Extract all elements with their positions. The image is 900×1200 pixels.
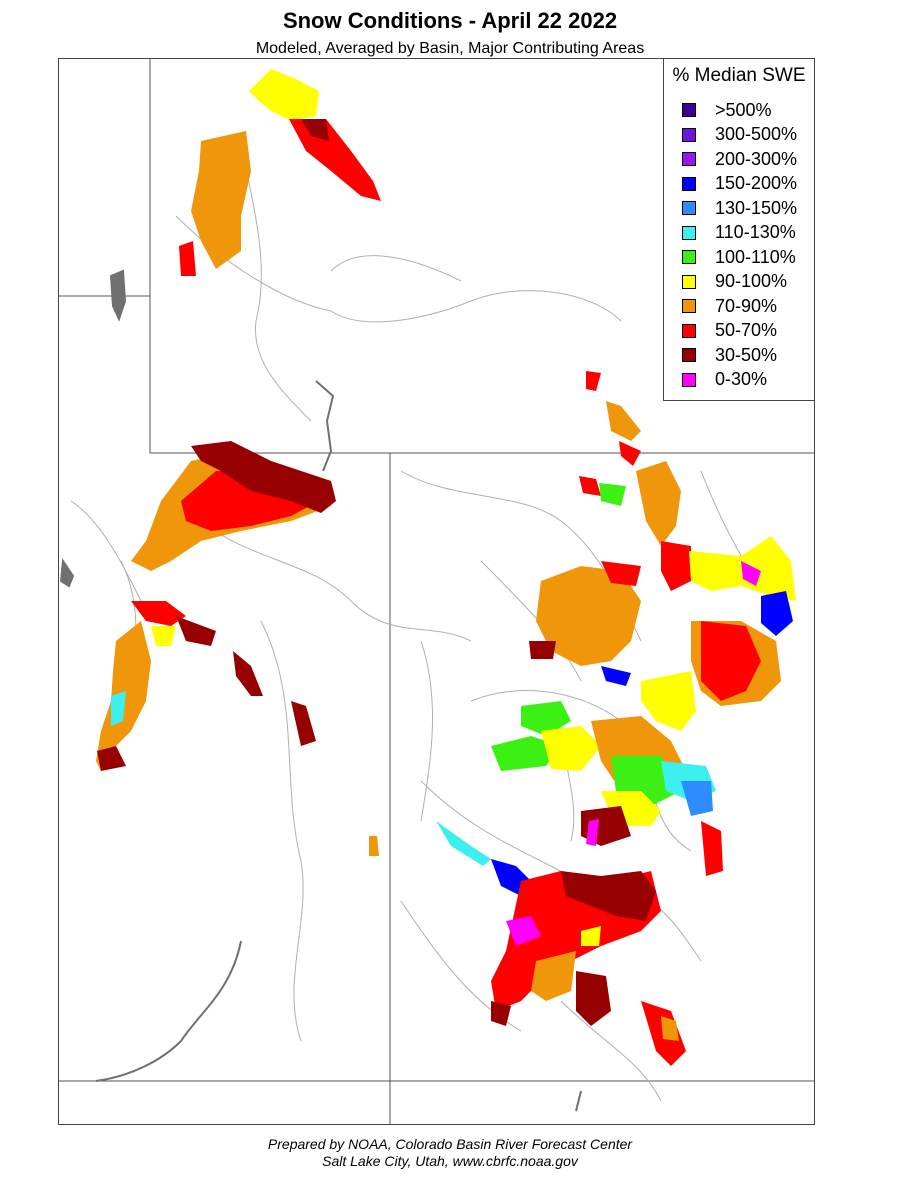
area-30-50 bbox=[561, 871, 656, 921]
area-50-70 bbox=[619, 441, 641, 466]
legend-swatch bbox=[682, 127, 696, 142]
legend-swatch bbox=[682, 250, 696, 264]
legend-title: % Median SWE bbox=[672, 65, 806, 86]
legend-swatch bbox=[682, 225, 696, 240]
state-borders bbox=[59, 59, 814, 1124]
area-100-110 bbox=[521, 701, 571, 736]
area-110-130 bbox=[436, 821, 491, 866]
area-30-50 bbox=[576, 971, 611, 1026]
legend-label: 0-30% bbox=[715, 369, 768, 389]
area-50-70 bbox=[579, 476, 601, 496]
legend-item: 300-500% bbox=[682, 124, 797, 146]
area-30-50 bbox=[301, 119, 329, 141]
area-70-90 bbox=[531, 951, 576, 1001]
area-0-30 bbox=[586, 819, 599, 846]
area-50-70 bbox=[586, 371, 601, 391]
area-50-70 bbox=[601, 561, 641, 586]
legend-swatch bbox=[682, 201, 696, 215]
snow-condition-areas bbox=[96, 69, 796, 1066]
area-30-50 bbox=[191, 441, 336, 513]
legend-label: 100-110% bbox=[715, 246, 796, 267]
area-70-90 bbox=[191, 131, 251, 269]
area-150-200 bbox=[601, 666, 631, 686]
area-50-70 bbox=[179, 241, 196, 276]
legend-swatch bbox=[682, 152, 696, 166]
area-50-70 bbox=[661, 541, 691, 591]
area-0-30 bbox=[741, 561, 761, 586]
rivers-lakes bbox=[59, 269, 582, 1112]
legend: % Median SWE >500% 300-500% 200-300% 150-20… bbox=[663, 58, 815, 401]
legend-item: 0-30% bbox=[682, 369, 767, 391]
legend-item: 50-70% bbox=[682, 320, 777, 342]
flaming-gorge bbox=[315, 380, 335, 472]
area-50-70 bbox=[701, 821, 723, 876]
legend-label: 50-70% bbox=[715, 320, 778, 340]
area-30-50 bbox=[491, 1001, 511, 1026]
area-0-30 bbox=[506, 916, 541, 946]
area-30-50 bbox=[233, 651, 263, 696]
legend-label: 90-100% bbox=[715, 271, 788, 291]
area-90-100 bbox=[541, 726, 601, 771]
area-50-70 bbox=[131, 601, 186, 626]
area-50-70 bbox=[701, 621, 761, 701]
area-70-90 bbox=[369, 836, 379, 856]
legend-item: 100-110% bbox=[682, 246, 796, 268]
area-90-100 bbox=[249, 69, 319, 121]
legend-swatch bbox=[682, 348, 696, 362]
legend-item: 30-50% bbox=[682, 344, 777, 366]
legend-swatch bbox=[682, 323, 696, 338]
area-70-90 bbox=[606, 401, 641, 441]
area-100-110 bbox=[491, 736, 561, 771]
area-90-100 bbox=[581, 926, 601, 946]
legend-label: 130-150% bbox=[715, 197, 798, 218]
legend-item: 130-150% bbox=[682, 197, 797, 219]
legend-label: 200-300% bbox=[715, 148, 798, 169]
area-150-200 bbox=[761, 591, 793, 636]
legend-item: 90-100% bbox=[682, 271, 787, 293]
area-30-50 bbox=[291, 701, 316, 746]
legend-item: 150-200% bbox=[682, 173, 797, 195]
wyoming-border bbox=[149, 59, 814, 454]
area-70-90 bbox=[536, 566, 641, 666]
area-90-100 bbox=[641, 671, 696, 731]
area-70-90 bbox=[636, 461, 681, 546]
area-70-90 bbox=[661, 1016, 679, 1041]
legend-item: 70-90% bbox=[682, 295, 777, 317]
legend-label: 30-50% bbox=[715, 344, 778, 365]
area-30-50 bbox=[529, 641, 556, 659]
basin-map bbox=[59, 59, 814, 1124]
area-110-130 bbox=[111, 691, 126, 726]
legend-label: 70-90% bbox=[715, 295, 778, 316]
area-130-150 bbox=[681, 781, 713, 816]
area-50-70 bbox=[289, 119, 381, 201]
legend-label: 300-500% bbox=[715, 124, 798, 144]
footer: Prepared by NOAA, Colorado Basin River F… bbox=[0, 1136, 900, 1170]
legend-item: 200-300% bbox=[682, 148, 797, 170]
legend-item: >500% bbox=[682, 99, 772, 121]
legend-label: 150-200% bbox=[715, 173, 798, 193]
legend-swatch bbox=[682, 372, 696, 387]
area-30-50 bbox=[97, 746, 126, 771]
legend-swatch bbox=[682, 103, 696, 117]
green-river-lake bbox=[109, 269, 127, 322]
page-subtitle: Modeled, Averaged by Basin, Major Contri… bbox=[255, 40, 645, 57]
area-30-50 bbox=[176, 616, 216, 646]
page-title: Snow Conditions - April 22 2022 bbox=[282, 8, 618, 33]
legend-swatch bbox=[682, 176, 696, 191]
legend-item: 110-130% bbox=[682, 222, 796, 244]
footer-credit: Prepared by NOAA, Colorado Basin River F… bbox=[267, 1136, 633, 1152]
area-100-110 bbox=[599, 483, 626, 506]
footer-location: Salt Lake City, Utah, www.cbrfc.noaa.gov bbox=[322, 1153, 578, 1169]
legend-label: >500% bbox=[715, 99, 772, 120]
legend-label: 110-130% bbox=[715, 222, 796, 242]
legend-swatch bbox=[682, 274, 696, 289]
lake-powell bbox=[95, 940, 242, 1082]
legend-swatch bbox=[682, 299, 696, 313]
area-90-100 bbox=[151, 626, 176, 646]
